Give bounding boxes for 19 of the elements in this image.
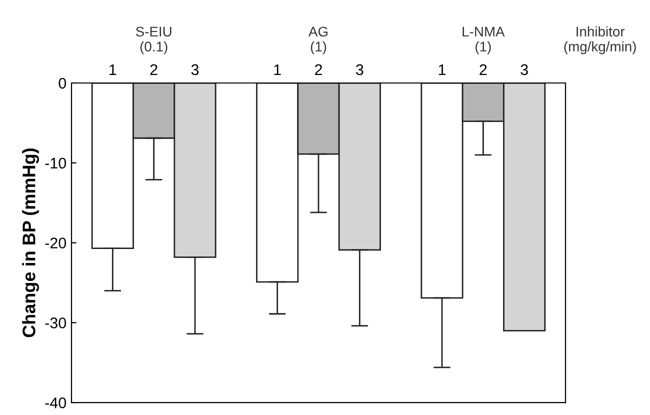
y-tick-label: -30 bbox=[45, 318, 66, 328]
text: S-EIU (0.1) bbox=[136, 26, 172, 54]
y-tick-label: 0 bbox=[58, 78, 66, 89]
x-tick-label: 3 bbox=[191, 64, 199, 76]
x-tick-label: 1 bbox=[110, 64, 116, 75]
text: Inhibitor (mg/kg/min) bbox=[564, 26, 636, 54]
x-tick-label: 2 bbox=[480, 64, 487, 75]
text: L-NMA (1) bbox=[462, 26, 505, 54]
y-tick-label: -20 bbox=[45, 238, 66, 248]
x-tick-label: 3 bbox=[520, 64, 528, 76]
y-tick-label: -40 bbox=[45, 397, 66, 408]
x-tick-label: 2 bbox=[150, 64, 158, 75]
y-tick-label: -10 bbox=[45, 158, 66, 169]
text: AG (1) bbox=[308, 26, 328, 54]
x-tick-label: 3 bbox=[356, 64, 364, 76]
x-tick-label: 2 bbox=[315, 64, 322, 75]
x-tick-label: 1 bbox=[274, 64, 281, 75]
y-axis-title: Change in BP (mmHg) bbox=[22, 148, 40, 338]
x-tick-label: 1 bbox=[438, 64, 446, 75]
